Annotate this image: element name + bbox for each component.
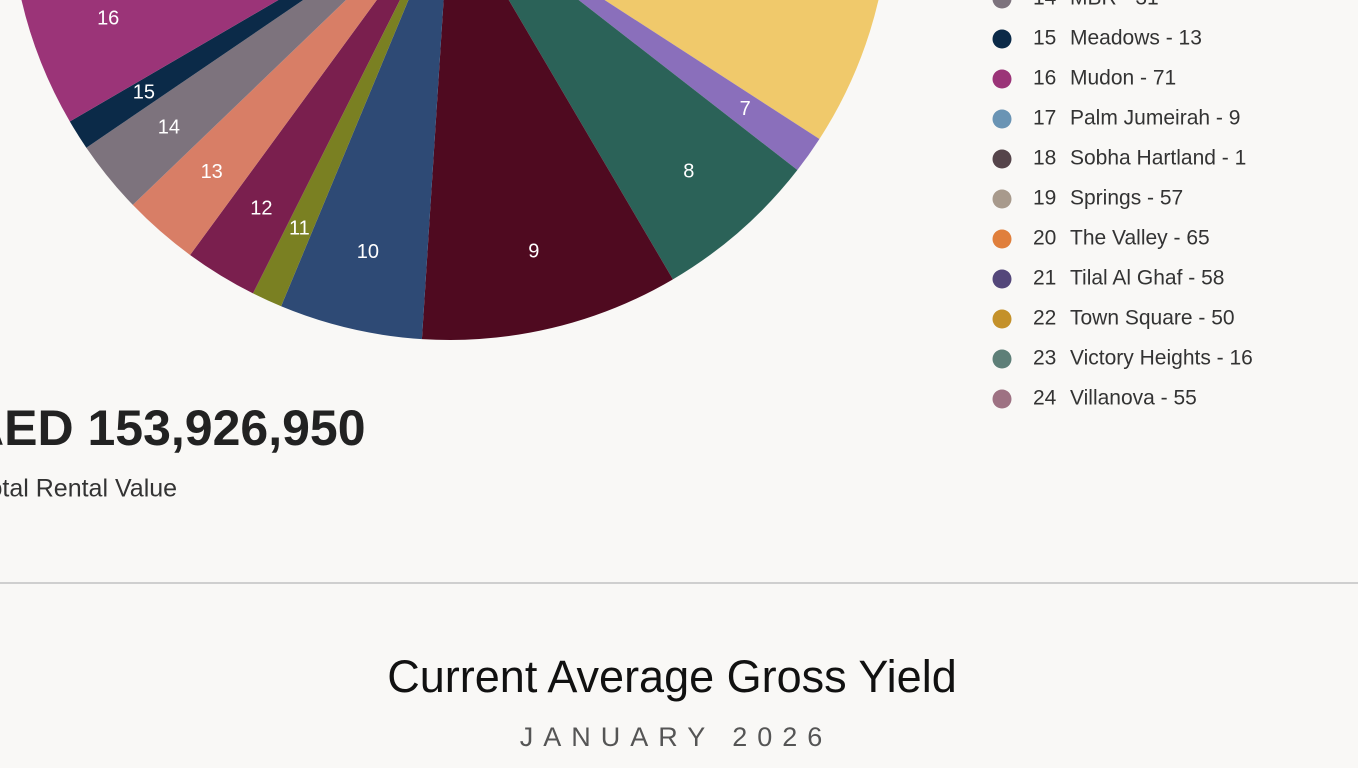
legend-number: 17 [1033, 107, 1056, 130]
legend-label: Springs - 57 [1070, 187, 1183, 210]
legend-number: 18 [1033, 147, 1056, 170]
slice-label: 7 [740, 98, 751, 120]
total-label: Total Rental Value [0, 475, 177, 503]
slice-label: 9 [528, 240, 539, 262]
legend-swatch [992, 109, 1012, 129]
pie-slice [132, 0, 377, 256]
legend-swatch [992, 349, 1012, 369]
slice-label: 13 [201, 161, 223, 183]
legend-label: Meadows - 13 [1070, 27, 1202, 50]
legend-number: 23 [1033, 347, 1056, 370]
legend: 14 MBR - 31 15 Meadows - 13 16 Mudon - 71 17 Pa… [992, 0, 1253, 410]
legend-label: Palm Jumeirah - 9 [1070, 107, 1240, 130]
legend-swatch [992, 149, 1012, 169]
legend-label: Victory Heights - 16 [1070, 347, 1253, 370]
legend-swatch [992, 69, 1012, 89]
legend-number: 14 [1033, 0, 1057, 10]
slice-label: 11 [289, 217, 310, 239]
legend-number: 19 [1033, 187, 1056, 210]
pie-slice [421, 0, 673, 340]
legend-number: 22 [1033, 307, 1056, 330]
legend-swatch [992, 309, 1012, 329]
legend-swatch [992, 269, 1012, 289]
legend-label: Town Square - 50 [1070, 307, 1235, 330]
legend-label: Mudon - 71 [1070, 67, 1176, 90]
legend-number: 24 [1033, 387, 1057, 410]
legend-swatch [992, 29, 1012, 49]
legend-label: Sobha Hartland - 1 [1070, 147, 1246, 170]
legend-label: The Valley - 65 [1070, 227, 1210, 250]
slice-label: 12 [250, 197, 272, 219]
slice-label: 8 [683, 160, 694, 182]
pie-slice [69, 0, 304, 148]
pie-slice [508, 0, 798, 280]
legend-swatch [992, 389, 1012, 409]
legend-number: 20 [1033, 227, 1056, 250]
pie-slice [604, 0, 879, 139]
pie-slice [190, 0, 400, 294]
slice-label: 16 [97, 7, 119, 29]
legend-swatch [992, 0, 1012, 9]
legend-swatch [992, 189, 1012, 209]
legend-swatch [992, 229, 1012, 249]
slice-label: 10 [357, 241, 379, 263]
legend-number: 16 [1033, 67, 1056, 90]
section-subtitle: JANUARY 2026 [520, 722, 833, 752]
legend-label: Villanova - 55 [1070, 387, 1197, 410]
pie-slice [86, 0, 346, 205]
total-value: AED 153,926,950 [0, 400, 366, 456]
legend-label: MBR - 31 [1070, 0, 1159, 10]
slice-label: 15 [133, 81, 155, 103]
pie-slice [252, 0, 409, 307]
legend-label: Tilal Al Ghaf - 58 [1070, 267, 1224, 290]
slice-label: 14 [158, 116, 180, 138]
legend-number: 21 [1033, 267, 1056, 290]
legend-number: 15 [1033, 27, 1056, 50]
pie-slice [281, 0, 444, 340]
pie-slice [21, 0, 279, 122]
section-title: Current Average Gross Yield [387, 651, 956, 702]
pie-slice [578, 0, 820, 171]
